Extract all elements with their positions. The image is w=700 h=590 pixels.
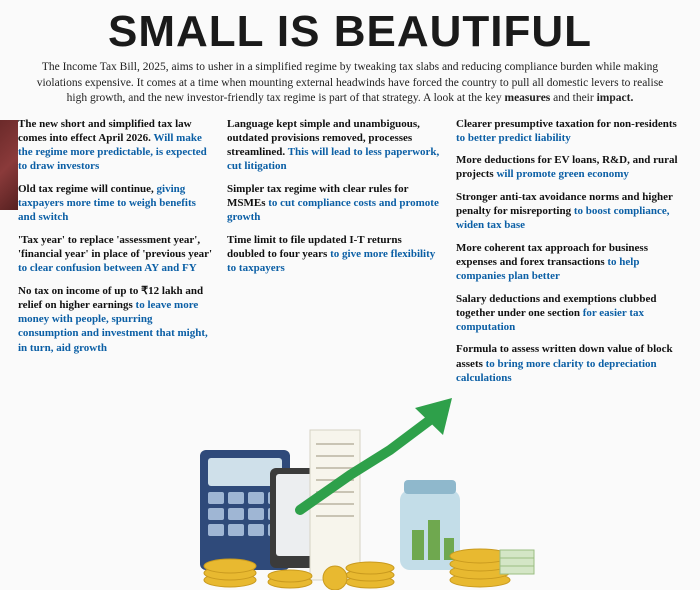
list-item: Salary deductions and exemptions clubbed…	[456, 292, 681, 335]
impact-text: will promote green economy	[496, 168, 628, 180]
list-item: Language kept simple and unambiguous, ou…	[227, 117, 442, 174]
list-item: Old tax regime will continue, giving tax…	[18, 182, 213, 225]
list-item: No tax on income of up to ₹12 lakh and r…	[18, 284, 213, 355]
intro-mid: and their	[550, 92, 596, 104]
list-item: 'Tax year' to replace 'assessment year',…	[18, 233, 213, 276]
right-column: Clearer presumptive taxation for non-res…	[456, 117, 681, 386]
list-item: Stronger anti-tax avoidance norms and hi…	[456, 190, 681, 233]
middle-column: Language kept simple and unambiguous, ou…	[227, 117, 442, 386]
list-item: Clearer presumptive taxation for non-res…	[456, 117, 681, 146]
list-item: More coherent tax approach for business …	[456, 241, 681, 284]
photo-sliver	[0, 120, 18, 210]
finance-illustration	[160, 380, 540, 590]
measure-text: 'Tax year' to replace 'assessment year',…	[18, 234, 212, 260]
measure-text: Clearer presumptive taxation for non-res…	[456, 118, 677, 130]
list-item: The new short and simplified tax law com…	[18, 117, 213, 174]
impact-text: to clear confusion between AY and FY	[18, 262, 197, 274]
list-item: More deductions for EV loans, R&D, and r…	[456, 153, 681, 182]
left-column: The new short and simplified tax law com…	[18, 117, 213, 386]
impact-text: to better predict liability	[456, 132, 571, 144]
infographic-page: SMALL IS BEAUTIFUL The Income Tax Bill, …	[0, 0, 700, 590]
list-item: Formula to assess written down value of …	[456, 342, 681, 385]
intro-paragraph: The Income Tax Bill, 2025, aims to usher…	[30, 60, 670, 107]
list-item: Simpler tax regime with clear rules for …	[227, 182, 442, 225]
intro-bold-impact: impact.	[597, 92, 634, 104]
list-item: Time limit to file updated I-T returns d…	[227, 233, 442, 276]
measure-text: Old tax regime will continue,	[18, 183, 154, 195]
impact-text: to bring more clarity to depreciation ca…	[456, 358, 657, 384]
intro-bold-measures: measures	[505, 92, 551, 104]
headline: SMALL IS BEAUTIFUL	[18, 10, 682, 54]
columns-wrapper: The new short and simplified tax law com…	[18, 117, 682, 386]
